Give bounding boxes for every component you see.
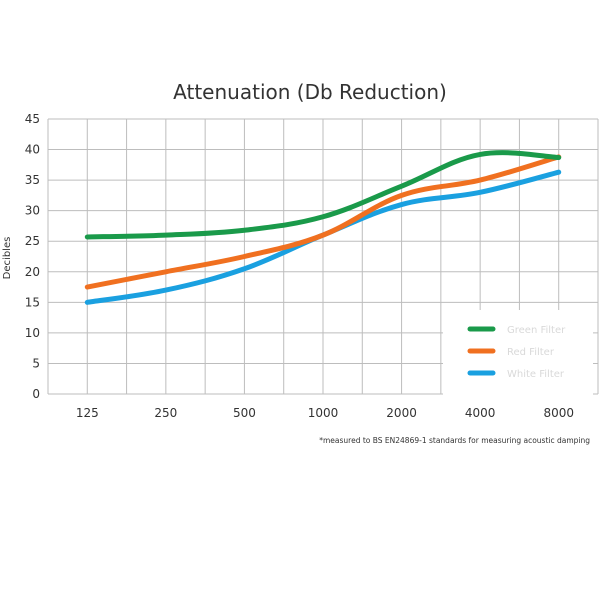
chart-title: Attenuation (Db Reduction) (173, 80, 447, 104)
y-tick-label: 15 (25, 295, 40, 309)
y-tick-label: 0 (32, 387, 40, 401)
y-tick-label: 5 (32, 356, 40, 370)
y-tick-label: 30 (25, 204, 40, 218)
series-line-green-filter (84, 150, 562, 240)
y-tick-label: 45 (25, 112, 40, 126)
y-tick-label: 40 (25, 143, 40, 157)
x-tick-label: 125 (76, 406, 99, 420)
y-tick-label: 20 (25, 265, 40, 279)
y-axis-label: Decibles (2, 237, 13, 280)
axes: 0 5 10 15 20 25 30 35 40 45 125 250 500 1000 2000 4000 8… (25, 112, 574, 420)
legend-box (443, 310, 593, 396)
x-tick-label: 1000 (308, 406, 339, 420)
x-tick-label: 4000 (465, 406, 496, 420)
footnote: *measured to BS EN24869-1 standards for … (319, 436, 590, 445)
y-tick-label: 25 (25, 234, 40, 248)
x-tick-label: 8000 (543, 406, 574, 420)
x-tick-label: 500 (233, 406, 256, 420)
legend: Green Filter Red Filter White Filter (443, 310, 593, 396)
y-tick-label: 10 (25, 326, 40, 340)
series-line-red-filter (84, 154, 562, 290)
legend-label-white-filter: White Filter (507, 369, 565, 380)
legend-label-red-filter: Red Filter (507, 347, 555, 358)
legend-label-green-filter: Green Filter (507, 325, 566, 336)
y-tick-label: 35 (25, 173, 40, 187)
x-tick-label: 2000 (386, 406, 417, 420)
x-tick-label: 250 (154, 406, 177, 420)
series (84, 150, 562, 305)
